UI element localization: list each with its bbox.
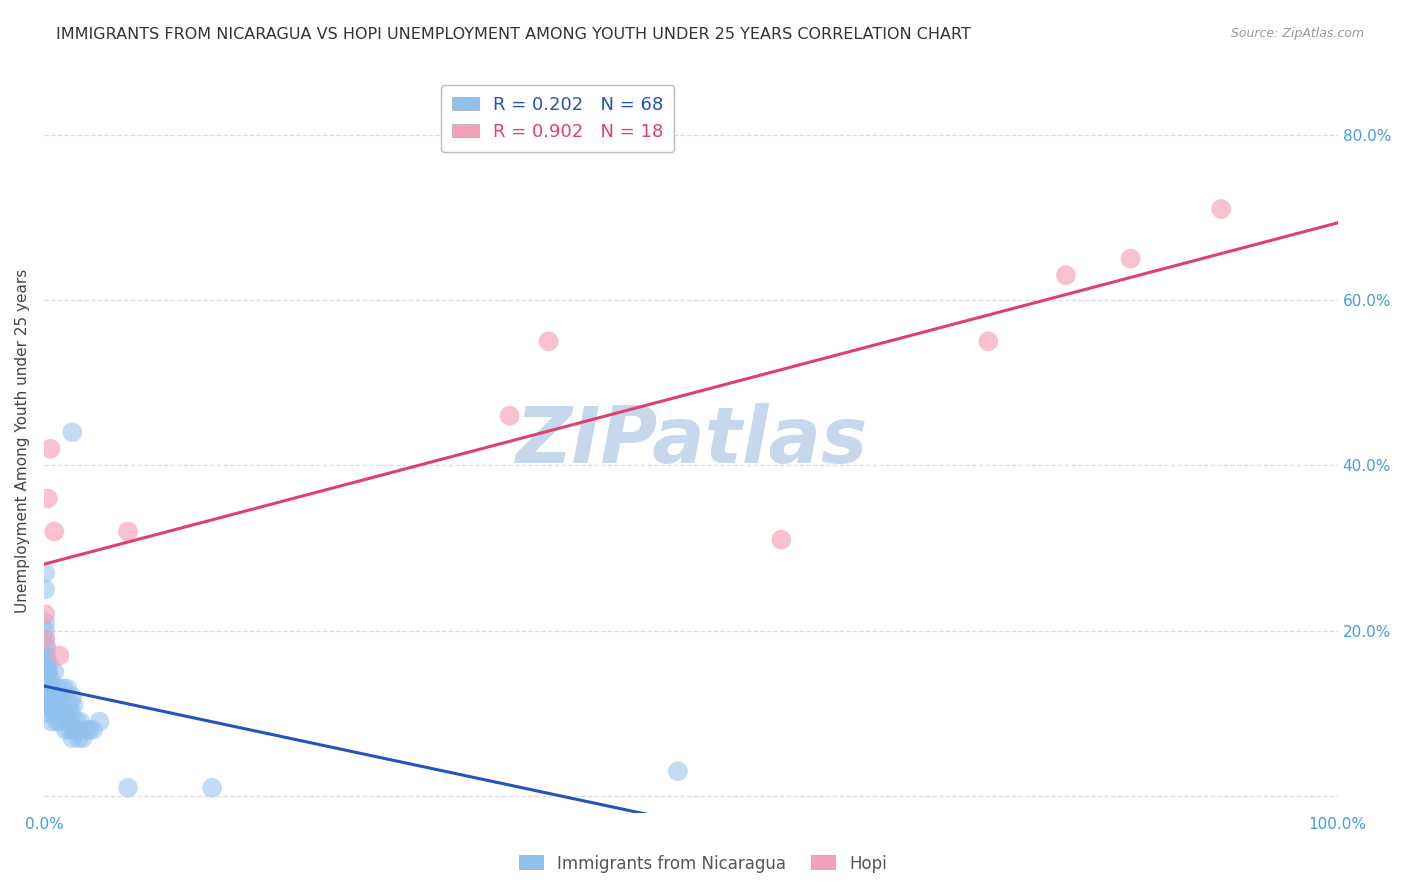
Point [60,425,83,440]
Point [51,706,73,721]
Point [1054,268,1077,283]
Point [35,648,58,663]
Legend: Immigrants from Nicaragua, Hopi: Immigrants from Nicaragua, Hopi [512,848,894,880]
Point [117,780,139,795]
Point [37,491,59,506]
Point [69,714,91,729]
Point [49,690,72,704]
Point [44,524,66,539]
Point [977,334,1000,349]
Point [37,706,59,721]
Point [537,334,560,349]
Point [37,673,59,688]
Point [41,681,63,696]
Point [35,673,58,688]
Point [34,681,56,696]
Point [60,690,83,704]
Point [42,690,65,704]
Point [37,665,59,679]
Point [76,723,98,737]
Point [201,780,224,795]
Point [37,681,59,696]
Point [89,714,111,729]
Y-axis label: Unemployment Among Youth under 25 years: Unemployment Among Youth under 25 years [15,268,30,613]
Point [82,723,104,737]
Point [46,681,69,696]
Point [35,640,58,655]
Point [1211,202,1233,216]
Point [35,657,58,671]
Point [52,681,75,696]
Point [44,706,66,721]
Point [39,673,62,688]
Point [45,714,67,729]
Point [35,657,58,671]
Point [48,714,70,729]
Point [34,657,56,671]
Point [34,665,56,679]
Point [34,632,56,646]
Point [44,665,66,679]
Point [34,566,56,580]
Legend: R = 0.202   N = 68, R = 0.902   N = 18: R = 0.202 N = 68, R = 0.902 N = 18 [441,85,675,152]
Point [48,648,70,663]
Point [34,632,56,646]
Point [38,690,60,704]
Point [38,681,60,696]
Point [62,698,84,712]
Point [37,665,59,679]
Point [35,665,58,679]
Point [770,533,793,547]
Point [56,681,79,696]
Point [63,723,86,737]
Text: IMMIGRANTS FROM NICARAGUA VS HOPI UNEMPLOYMENT AMONG YOUTH UNDER 25 YEARS CORREL: IMMIGRANTS FROM NICARAGUA VS HOPI UNEMPL… [56,27,972,42]
Point [59,698,82,712]
Point [72,731,94,746]
Point [34,582,56,597]
Point [59,723,82,737]
Point [34,640,56,655]
Point [41,714,63,729]
Point [498,409,520,423]
Point [34,673,56,688]
Point [666,764,689,779]
Point [117,524,139,539]
Point [34,648,56,663]
Point [34,607,56,621]
Point [77,723,100,737]
Point [66,723,89,737]
Point [65,714,87,729]
Point [67,731,90,746]
Text: ZIPatlas: ZIPatlas [515,402,868,478]
Point [37,698,59,712]
Point [45,690,67,704]
Point [1119,252,1142,266]
Point [37,690,59,704]
Point [38,657,60,671]
Text: Source: ZipAtlas.com: Source: ZipAtlas.com [1230,27,1364,40]
Point [34,615,56,630]
Point [60,706,83,721]
Point [58,714,80,729]
Point [44,698,66,712]
Point [34,624,56,638]
Point [55,723,77,737]
Point [35,681,58,696]
Point [39,442,62,456]
Point [39,698,62,712]
Point [35,698,58,712]
Point [53,706,76,721]
Point [60,731,83,746]
